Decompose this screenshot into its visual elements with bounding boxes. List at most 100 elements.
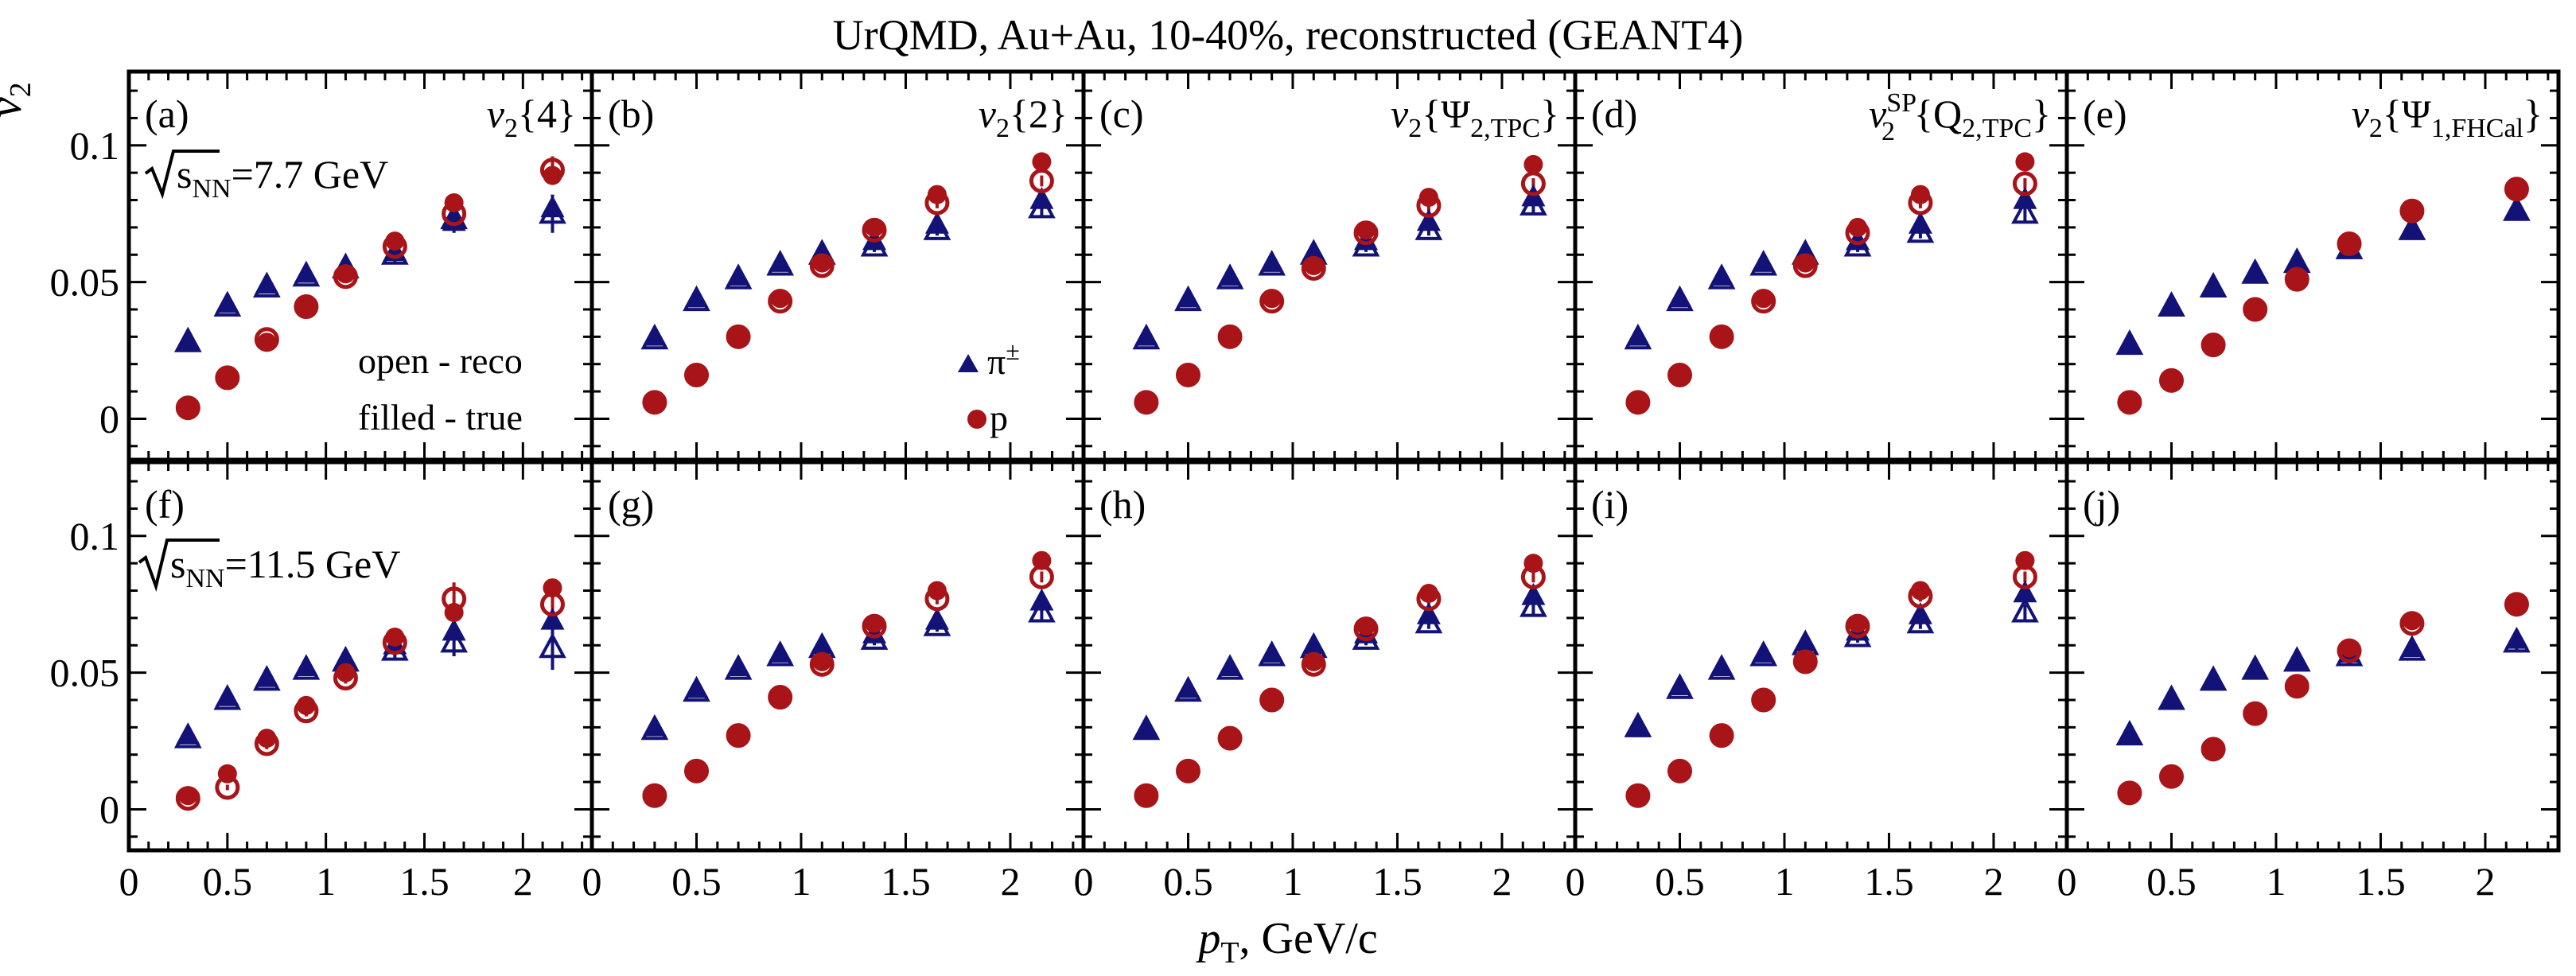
- x-axis-label: pT, GeV/c: [1195, 914, 1377, 970]
- proton-true-point: [1753, 690, 1773, 710]
- proton-true-point: [2402, 611, 2422, 631]
- pion-true-point: [1302, 632, 1326, 655]
- proton-true-point: [2245, 704, 2265, 724]
- proton-true-point: [644, 392, 664, 412]
- x-tick-label: 1.5: [1372, 859, 1422, 904]
- pion-true-point: [2399, 635, 2424, 657]
- proton-true-point: [927, 185, 947, 204]
- pion-true-point: [768, 640, 792, 663]
- proton-reco-point: [175, 395, 200, 421]
- proton-reco-point: [2504, 177, 2529, 202]
- y-axis-subscript: 2: [4, 82, 37, 97]
- proton-reco-point: [1134, 390, 1159, 415]
- energy-label-11p5: sNN=11.5 GeV: [138, 539, 400, 593]
- panel-frame: [2064, 69, 2561, 462]
- panel-h: 0 0.5 1 1.5 2 (h): [1074, 460, 1578, 904]
- panels-layer: 0 0.05 0.1 (a) (b) (c) (d) (e) 0 0.05 0.1 0 0.5 1 1.5 2…: [50, 69, 2561, 904]
- proton-true-point: [687, 761, 706, 781]
- x-tick-label: 1.5: [399, 859, 449, 904]
- x-tick-label: 0.5: [2146, 859, 2197, 904]
- x-tick-label: 2: [1000, 859, 1020, 904]
- proton-true-point: [770, 687, 790, 707]
- proton-reco-point: [2243, 701, 2268, 726]
- pion-true-point: [1259, 250, 1284, 272]
- proton-true-point: [2015, 152, 2035, 172]
- pion-true-point: [442, 618, 466, 641]
- proton-true-point: [1262, 690, 1282, 710]
- proton-true-point: [2015, 550, 2035, 570]
- proton-true-point: [865, 613, 885, 633]
- panel-letter: (j): [2083, 482, 2120, 527]
- proton-reco-point: [2158, 367, 2184, 393]
- method-label-v2sp-q-tpc: vSP 2 {Q2,TPC}: [1869, 88, 2051, 146]
- x-tick-label: 1: [1774, 859, 1794, 904]
- pion-reco-point: [1028, 597, 1056, 623]
- proton-true-point: [2287, 270, 2307, 290]
- pion-true-point: [1710, 654, 1734, 676]
- pion-true-point: [294, 654, 318, 676]
- x-axis-symbol: p: [1195, 914, 1220, 963]
- pion-reco-point: [440, 627, 468, 653]
- x-tick-label: 0: [1566, 859, 1586, 904]
- proton-reco-point: [1751, 687, 1776, 713]
- proton-reco-point: [2284, 266, 2309, 292]
- pion-true-point: [2399, 216, 2424, 239]
- panel-letter: (a): [145, 91, 189, 136]
- proton-true-point: [2204, 335, 2224, 355]
- method-label-v2-4: v2{4}: [487, 91, 576, 143]
- proton-true-point: [2119, 392, 2139, 412]
- proton-true-point: [296, 297, 316, 317]
- proton-reco-point: [1792, 649, 1818, 675]
- proton-true-point: [178, 398, 198, 418]
- panel-e: (e): [2064, 69, 2561, 462]
- proton-true-point: [1712, 725, 1732, 745]
- proton-true-point: [1304, 651, 1324, 671]
- proton-true-point: [2340, 638, 2360, 658]
- proton-reco-point: [683, 362, 709, 387]
- svg-text:sNN=7.7 GeV: sNN=7.7 GeV: [177, 152, 388, 204]
- y-axis-label: v2: [0, 82, 37, 118]
- proton-true-point: [217, 367, 237, 387]
- proton-reco-point: [215, 365, 240, 391]
- proton-true-point: [927, 581, 947, 601]
- proton-true-point: [1220, 729, 1240, 749]
- pion-true-point: [1710, 263, 1734, 286]
- proton-true-point: [385, 627, 405, 647]
- pion-reco-point: [539, 632, 566, 659]
- pion-true-point: [1218, 654, 1243, 676]
- x-tick-label: 0.5: [1163, 859, 1213, 904]
- proton-true-point: [1418, 583, 1438, 603]
- pion-true-point: [1908, 601, 1932, 624]
- pion-true-point: [255, 664, 279, 687]
- panel-letter: (h): [1099, 482, 1146, 527]
- x-tick-label: 0.5: [671, 859, 722, 904]
- proton-true-point: [2162, 371, 2181, 391]
- pion-true-point: [726, 263, 751, 286]
- proton-reco-point: [1175, 362, 1200, 387]
- panel-letter: (c): [1099, 91, 1144, 136]
- proton-true-point: [1262, 289, 1282, 309]
- x-tick-label: 0: [2057, 859, 2077, 904]
- y-tick-label: 0.1: [70, 123, 120, 168]
- x-tick-label: 1.5: [881, 859, 931, 904]
- figure-title: UrQMD, Au+Au, 10-40%, reconstructed (GEA…: [833, 11, 1744, 59]
- pion-true-point: [1218, 263, 1243, 286]
- proton-reco-point: [1217, 725, 1243, 751]
- panel-letter: (f): [145, 482, 185, 527]
- proton-true-point: [1670, 761, 1690, 781]
- proton-reco-point: [1667, 758, 1692, 784]
- panel-letter: (b): [608, 91, 654, 136]
- proton-reco-point: [1259, 687, 1285, 713]
- proton-true-point: [812, 651, 832, 671]
- pion-true-point: [333, 645, 358, 668]
- proton-true-point: [1032, 152, 1052, 172]
- proton-true-point: [1670, 365, 1690, 385]
- panel-g: 0 0.5 1 1.5 2 (g): [582, 460, 1086, 904]
- pion-true-point: [540, 195, 565, 218]
- panel-letter: (d): [1591, 91, 1637, 136]
- pion-true-point: [1176, 285, 1200, 308]
- pion-true-point: [1625, 714, 1650, 737]
- panel-i: 0 0.5 1 1.5 2 (i): [1566, 460, 2069, 904]
- proton-true-point: [812, 253, 832, 273]
